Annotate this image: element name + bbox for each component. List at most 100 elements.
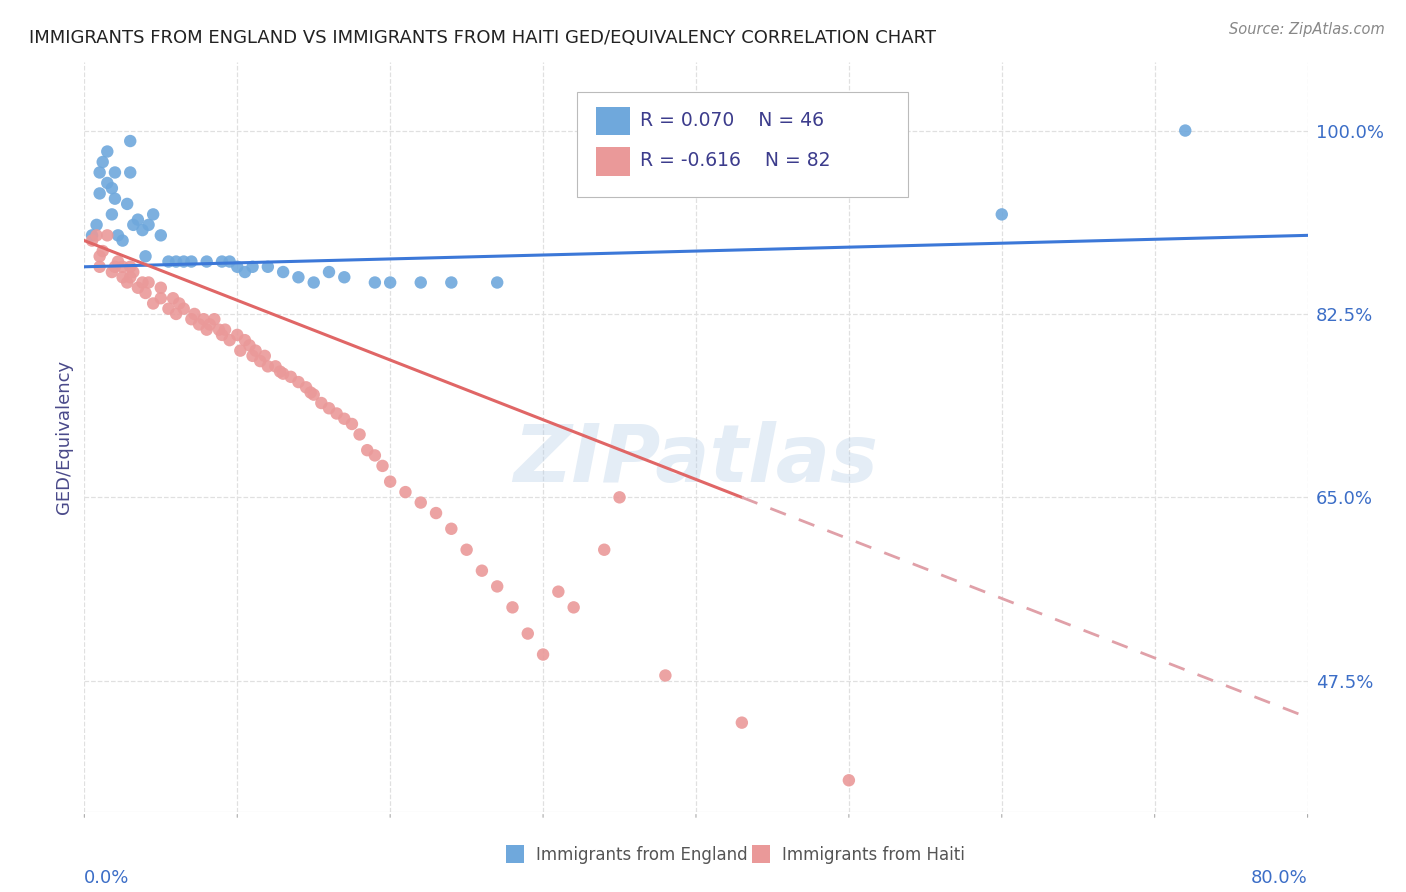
Point (302, 387, 325, 401)
Point (218, 333, 240, 347)
Point (173, 301, 195, 316)
Point (149, 281, 172, 295)
Point (80, 234, 103, 248)
Point (101, 265, 124, 279)
Text: IMMIGRANTS FROM ENGLAND VS IMMIGRANTS FROM HAITI GED/EQUIVALENCY CORRELATION CHA: IMMIGRANTS FROM ENGLAND VS IMMIGRANTS FR… (30, 29, 936, 47)
Point (167, 296, 190, 310)
Point (409, 276, 432, 290)
Point (226, 327, 249, 342)
Point (531, 648, 554, 662)
Point (731, 715, 754, 730)
Point (104, 165, 127, 179)
Point (131, 276, 153, 290)
Point (211, 254, 233, 268)
Point (333, 411, 356, 425)
Point (135, 249, 157, 263)
Point (89, 249, 111, 263)
Point (271, 265, 294, 279)
Point (226, 260, 249, 274)
Text: ZIPatlas: ZIPatlas (513, 420, 879, 499)
Point (654, 668, 676, 682)
Point (233, 333, 256, 347)
Point (302, 276, 325, 290)
Point (280, 369, 302, 384)
Point (101, 181, 124, 195)
Point (425, 506, 447, 520)
Point (311, 396, 333, 410)
Point (120, 134, 142, 148)
Point (249, 354, 271, 368)
Point (287, 270, 309, 285)
Point (340, 417, 363, 431)
Point (333, 270, 356, 285)
Point (115, 276, 138, 290)
Point (183, 307, 205, 321)
Point (104, 260, 127, 274)
Point (89, 186, 111, 201)
Point (364, 449, 387, 463)
Point (122, 265, 145, 279)
Point (299, 385, 322, 400)
Point (165, 307, 187, 321)
Point (198, 318, 221, 332)
Point (242, 349, 264, 363)
Point (211, 327, 233, 342)
Point (318, 401, 340, 416)
Point (89, 165, 111, 179)
Text: 0.0%: 0.0% (84, 870, 129, 888)
Point (380, 276, 402, 290)
Point (394, 485, 416, 500)
Point (318, 265, 340, 279)
Point (991, 207, 1014, 221)
Point (218, 254, 240, 268)
Point (111, 234, 134, 248)
FancyBboxPatch shape (596, 147, 630, 176)
Point (149, 291, 172, 305)
Point (193, 312, 215, 326)
Text: R = -0.616    N = 82: R = -0.616 N = 82 (640, 151, 830, 170)
Point (609, 491, 631, 505)
Point (208, 323, 231, 337)
Point (471, 564, 494, 578)
FancyBboxPatch shape (596, 107, 630, 135)
Point (86, 218, 108, 232)
Point (253, 349, 276, 363)
Point (502, 600, 524, 615)
Point (562, 600, 585, 615)
Point (127, 212, 149, 227)
Point (120, 270, 142, 285)
Point (115, 197, 138, 211)
Point (127, 281, 149, 295)
Point (364, 276, 387, 290)
Point (202, 312, 225, 326)
Point (456, 542, 478, 557)
Point (165, 254, 187, 268)
Point (325, 407, 347, 421)
Point (157, 254, 180, 268)
Point (96, 145, 118, 159)
FancyBboxPatch shape (578, 93, 908, 197)
Point (122, 218, 145, 232)
Point (120, 260, 142, 274)
Point (242, 260, 264, 274)
Point (138, 218, 160, 232)
Point (409, 495, 432, 509)
Point (107, 228, 129, 243)
Point (86, 228, 108, 243)
Point (101, 207, 124, 221)
Point (269, 365, 291, 379)
Point (188, 318, 211, 332)
Point (486, 276, 509, 290)
Point (295, 380, 318, 394)
Point (91, 155, 114, 169)
Point (1174, 123, 1197, 137)
Point (287, 375, 309, 389)
Point (229, 343, 252, 358)
Point (131, 223, 153, 237)
Point (380, 475, 402, 489)
Point (180, 254, 202, 268)
Point (214, 323, 236, 337)
Point (135, 285, 157, 300)
Point (142, 296, 165, 310)
Point (142, 207, 165, 221)
